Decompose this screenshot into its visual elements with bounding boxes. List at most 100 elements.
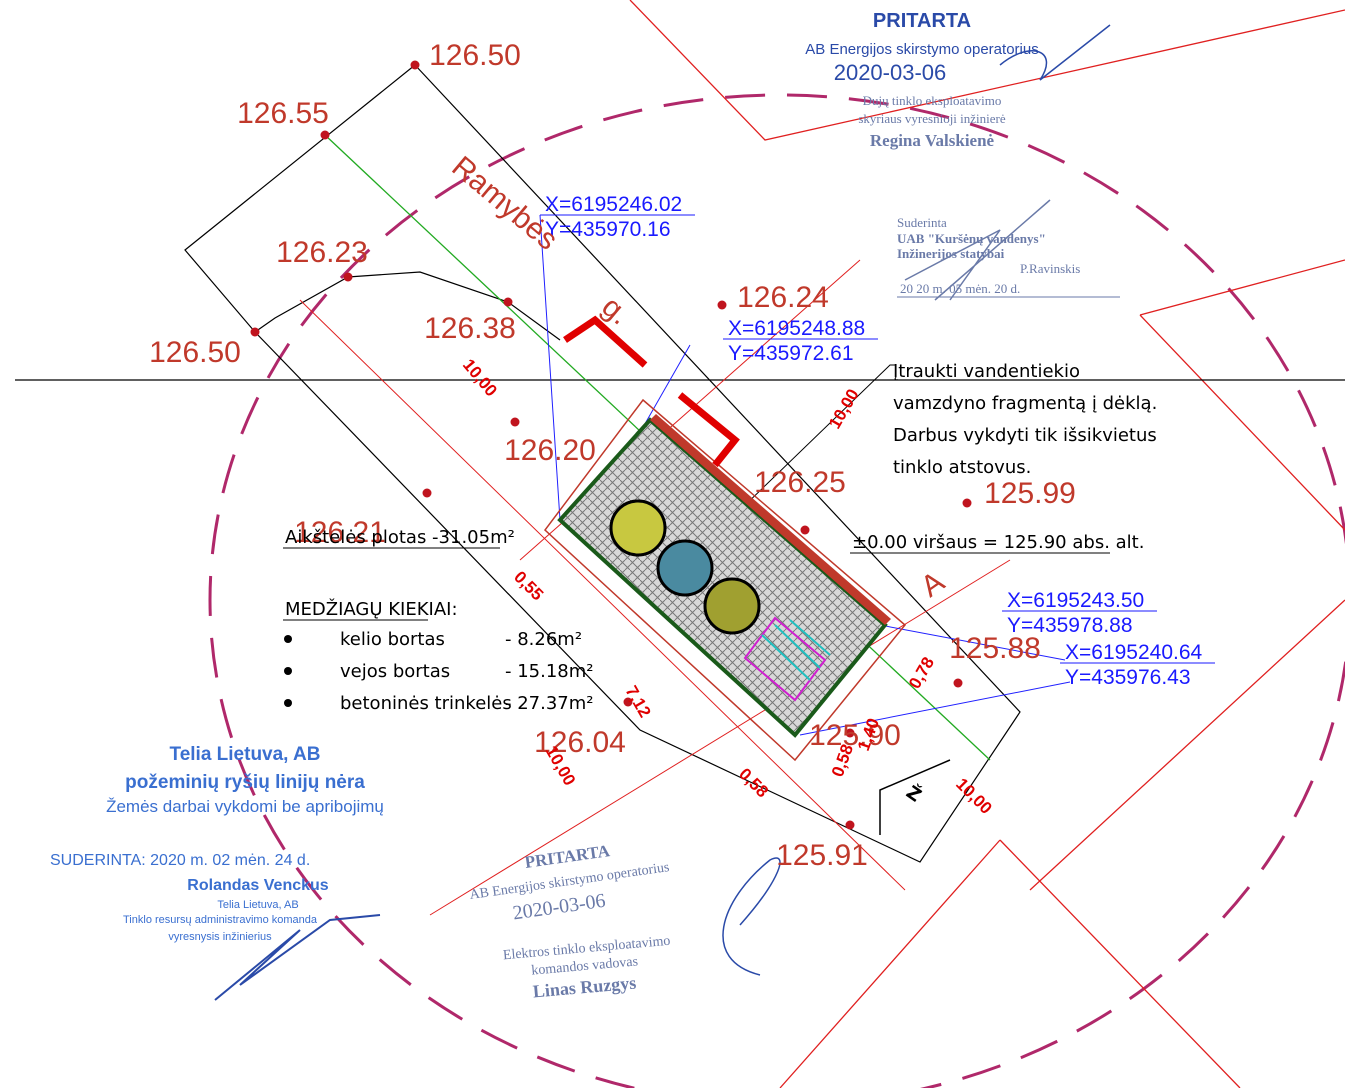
elevation-label: 126.21 [294, 516, 386, 549]
stamp-text: Inžinerijos statybai [897, 246, 1005, 261]
elevation-point [845, 820, 855, 830]
note-leader [739, 364, 895, 511]
elevation-label: 126.04 [534, 726, 626, 759]
stamp-text: Dujų tinklo eksploatavimo [863, 93, 1002, 108]
tank [703, 577, 761, 635]
stamp-text: vyresnysis inžinierius [168, 931, 272, 943]
stamp-text: 2020-03-06 [834, 60, 947, 85]
elevation-label: 125.91 [776, 839, 868, 872]
dimension: 10,00 [825, 386, 863, 432]
elevation-point [410, 60, 420, 70]
coordinate-x: X=6195243.50 [1007, 589, 1144, 612]
elevation-label: 126.55 [237, 97, 329, 130]
material-qty: - 27.37m² [505, 693, 594, 714]
north-label: Ž [902, 781, 925, 807]
tank [609, 499, 667, 557]
elevation-label: 126.38 [424, 312, 516, 345]
elevation-point [422, 488, 432, 498]
coordinate-y: Y=435976.43 [1065, 666, 1191, 689]
north-arrow [879, 759, 951, 835]
stamp-text: Regina Valskienė [870, 131, 995, 150]
platform [557, 417, 888, 738]
material-qty: - 15.18m² [505, 661, 594, 682]
elevation-point [962, 498, 972, 508]
elevation-point [845, 728, 855, 738]
elevation-point [800, 525, 810, 535]
dimension: 0,55 [510, 567, 547, 604]
material-name: vejos bortas [340, 661, 450, 682]
elevation-label: 126.23 [276, 236, 368, 269]
bullet [284, 635, 292, 643]
elevation-label: 126.50 [149, 336, 241, 369]
elevation-label: 125.90 [809, 719, 901, 752]
coordinate-x: X=6195240.64 [1065, 641, 1203, 664]
materials-title: MEDŽIAGŲ KIEKIAI: [285, 598, 458, 620]
coordinate-y: Y=435978.88 [1007, 614, 1133, 637]
bullet [284, 667, 292, 675]
elevation-label: 125.99 [984, 477, 1076, 510]
stamp-text: skyriaus vyresnioji inžinierė [858, 111, 1006, 126]
dimension: 0,78 [905, 654, 938, 692]
elevation-point [250, 327, 260, 337]
elevation-label: 126.24 [737, 281, 829, 314]
coordinate-x: X=6195246.02 [545, 193, 682, 216]
stamp-text: P.Ravinskis [1020, 261, 1080, 276]
coordinate-y: Y=435972.61 [728, 342, 854, 365]
stamp-text: Telia Lietuva, AB [217, 899, 298, 911]
signature [214, 914, 381, 1001]
dimension: 0,58 [735, 764, 772, 801]
elevation-label: 126.50 [429, 39, 521, 72]
stamp-text: PRITARTA [523, 841, 611, 872]
parcel [184, 64, 1021, 863]
elevation-label: 126.20 [504, 434, 596, 467]
stamp-text: Tinklo resursų administravimo komanda [123, 914, 318, 926]
material-qty: - 8.26m² [505, 629, 582, 650]
elevation-point [623, 697, 633, 707]
road-edge [254, 271, 561, 341]
elevation-point [503, 297, 513, 307]
bullet [284, 699, 292, 707]
tank [656, 539, 714, 597]
marker: A [915, 565, 950, 604]
stamp-text: UAB "Kuršėnų vandenys" [897, 231, 1046, 246]
dimension: 10,00 [459, 355, 501, 400]
signature [904, 199, 1051, 301]
stamp-text: PRITARTA [873, 10, 971, 32]
material-name: kelio bortas [340, 629, 445, 650]
elevation-label: 125.88 [949, 632, 1041, 665]
signature [722, 857, 781, 976]
stamp-text: Žemės darbai vykdomi be apribojimų [106, 797, 384, 816]
note-line: Darbus vykdyti tik išsikvietus [893, 425, 1157, 446]
elevation-point [953, 678, 963, 688]
stamp-text: SUDERINTA: 2020 m. 02 mėn. 24 d. [50, 852, 310, 869]
linework [15, 0, 1345, 1088]
elevation-label: 126.25 [754, 466, 846, 499]
pipes [761, 619, 831, 681]
gate [563, 315, 740, 468]
note-line: tinklo atstovus. [893, 457, 1031, 478]
platform-outline [543, 398, 907, 762]
signature [999, 24, 1111, 81]
elevation-point [717, 300, 727, 310]
zero-level: ±0.00 viršaus = 125.90 abs. alt. [852, 532, 1144, 553]
note-line: vamzdyno fragmentą į dėklą. [893, 393, 1157, 414]
elevation-point [320, 130, 330, 140]
stamp-text: Telia Lietuva, AB [170, 744, 321, 765]
red-lines [629, 0, 1345, 1088]
protection-zone [208, 93, 1345, 1088]
note-line: Įtraukti vandentiekio [893, 361, 1080, 382]
elevation-point [510, 417, 520, 427]
stamp-text: Rolandas Venckus [187, 877, 328, 894]
box [743, 616, 827, 702]
stamp-text: 20 20 m. 05 mėn. 20 d. [900, 281, 1020, 296]
material-name: betoninės trinkelės [340, 693, 512, 714]
stamp-text: Suderinta [897, 215, 947, 230]
elevation-point [343, 272, 353, 282]
curb [650, 414, 891, 625]
stamp-text: AB Energijos skirstymo operatorius [805, 41, 1038, 58]
coordinate-x: X=6195248.88 [728, 317, 865, 340]
coordinate-y: Y=435970.16 [545, 218, 671, 241]
area: Aikštelės plotas -31.05m² [285, 527, 515, 548]
stamp-text: požeminių ryšių linijų nėra [125, 772, 365, 793]
